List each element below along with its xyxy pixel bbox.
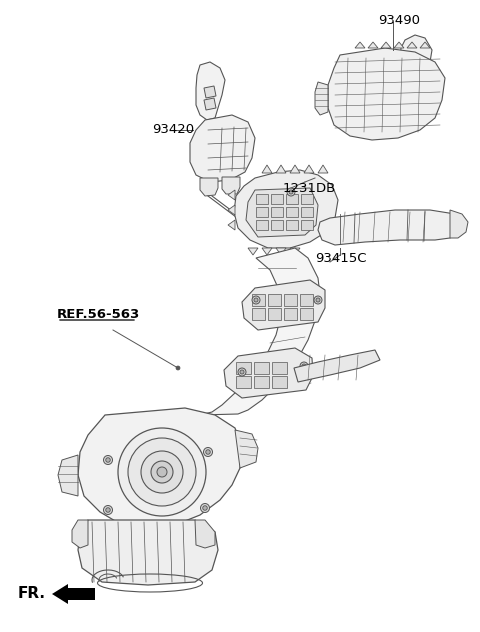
Text: REF.56-563: REF.56-563	[57, 308, 140, 321]
Bar	[271, 207, 283, 217]
Polygon shape	[407, 42, 417, 48]
Polygon shape	[355, 42, 365, 48]
Ellipse shape	[118, 428, 206, 516]
Ellipse shape	[141, 451, 183, 493]
Ellipse shape	[204, 447, 213, 456]
Polygon shape	[400, 35, 432, 78]
Polygon shape	[204, 86, 216, 98]
Polygon shape	[246, 188, 318, 237]
Polygon shape	[234, 170, 338, 248]
Polygon shape	[224, 348, 313, 398]
Bar	[268, 294, 281, 306]
Polygon shape	[368, 42, 378, 48]
Ellipse shape	[201, 504, 209, 513]
Polygon shape	[228, 220, 235, 230]
Bar	[301, 220, 313, 230]
Bar	[256, 207, 268, 217]
Bar	[252, 294, 265, 306]
Polygon shape	[304, 165, 314, 173]
Bar	[271, 194, 283, 204]
Text: 93490: 93490	[378, 14, 420, 27]
Polygon shape	[228, 190, 235, 200]
Bar	[268, 308, 281, 320]
Polygon shape	[450, 210, 468, 238]
Polygon shape	[200, 178, 218, 196]
Polygon shape	[196, 62, 225, 120]
Polygon shape	[200, 248, 320, 415]
Polygon shape	[276, 165, 286, 173]
Polygon shape	[78, 520, 218, 585]
Polygon shape	[262, 248, 272, 255]
Ellipse shape	[151, 461, 173, 483]
Text: FR.: FR.	[18, 586, 46, 602]
Polygon shape	[52, 584, 95, 604]
Bar	[252, 308, 265, 320]
Polygon shape	[394, 42, 404, 48]
Bar	[284, 308, 297, 320]
Ellipse shape	[314, 296, 322, 304]
Ellipse shape	[289, 190, 293, 194]
Ellipse shape	[302, 364, 306, 368]
Bar	[284, 294, 297, 306]
Bar	[271, 220, 283, 230]
Bar	[286, 220, 298, 230]
Ellipse shape	[254, 298, 258, 302]
Bar	[256, 220, 268, 230]
Bar	[300, 294, 313, 306]
Polygon shape	[190, 115, 255, 182]
Ellipse shape	[104, 506, 112, 514]
Polygon shape	[328, 48, 445, 140]
Polygon shape	[222, 177, 240, 194]
Bar	[272, 362, 287, 374]
Text: 1231DB: 1231DB	[283, 182, 336, 195]
Ellipse shape	[240, 370, 244, 374]
Polygon shape	[78, 408, 242, 528]
Ellipse shape	[238, 368, 246, 376]
Polygon shape	[318, 165, 328, 173]
Bar	[254, 376, 269, 388]
Bar	[301, 207, 313, 217]
Polygon shape	[228, 205, 235, 215]
Polygon shape	[381, 42, 391, 48]
Bar	[256, 194, 268, 204]
Bar	[236, 376, 251, 388]
Polygon shape	[315, 82, 328, 115]
Ellipse shape	[252, 296, 260, 304]
Polygon shape	[195, 520, 215, 548]
Polygon shape	[404, 53, 418, 64]
Bar	[254, 362, 269, 374]
Polygon shape	[204, 98, 216, 110]
Ellipse shape	[300, 362, 308, 370]
Bar	[301, 194, 313, 204]
Polygon shape	[242, 280, 325, 330]
Bar	[272, 376, 287, 388]
Polygon shape	[262, 165, 272, 173]
Ellipse shape	[316, 298, 320, 302]
Bar	[286, 194, 298, 204]
Text: 93420: 93420	[152, 123, 194, 136]
Polygon shape	[235, 430, 258, 468]
Polygon shape	[290, 248, 300, 255]
Polygon shape	[72, 520, 88, 548]
Polygon shape	[420, 42, 430, 48]
Polygon shape	[294, 350, 380, 382]
Polygon shape	[318, 210, 462, 245]
Ellipse shape	[104, 456, 112, 465]
Ellipse shape	[203, 506, 207, 510]
Polygon shape	[248, 248, 258, 255]
Ellipse shape	[106, 458, 110, 462]
Polygon shape	[276, 248, 286, 255]
Polygon shape	[290, 165, 300, 173]
Ellipse shape	[106, 507, 110, 513]
Bar	[300, 308, 313, 320]
Ellipse shape	[287, 188, 295, 196]
Polygon shape	[58, 455, 78, 496]
Ellipse shape	[176, 366, 180, 370]
Text: 93415C: 93415C	[315, 252, 367, 265]
Bar	[236, 362, 251, 374]
Bar	[286, 207, 298, 217]
Ellipse shape	[206, 450, 210, 454]
Ellipse shape	[157, 467, 167, 477]
Ellipse shape	[128, 438, 196, 506]
